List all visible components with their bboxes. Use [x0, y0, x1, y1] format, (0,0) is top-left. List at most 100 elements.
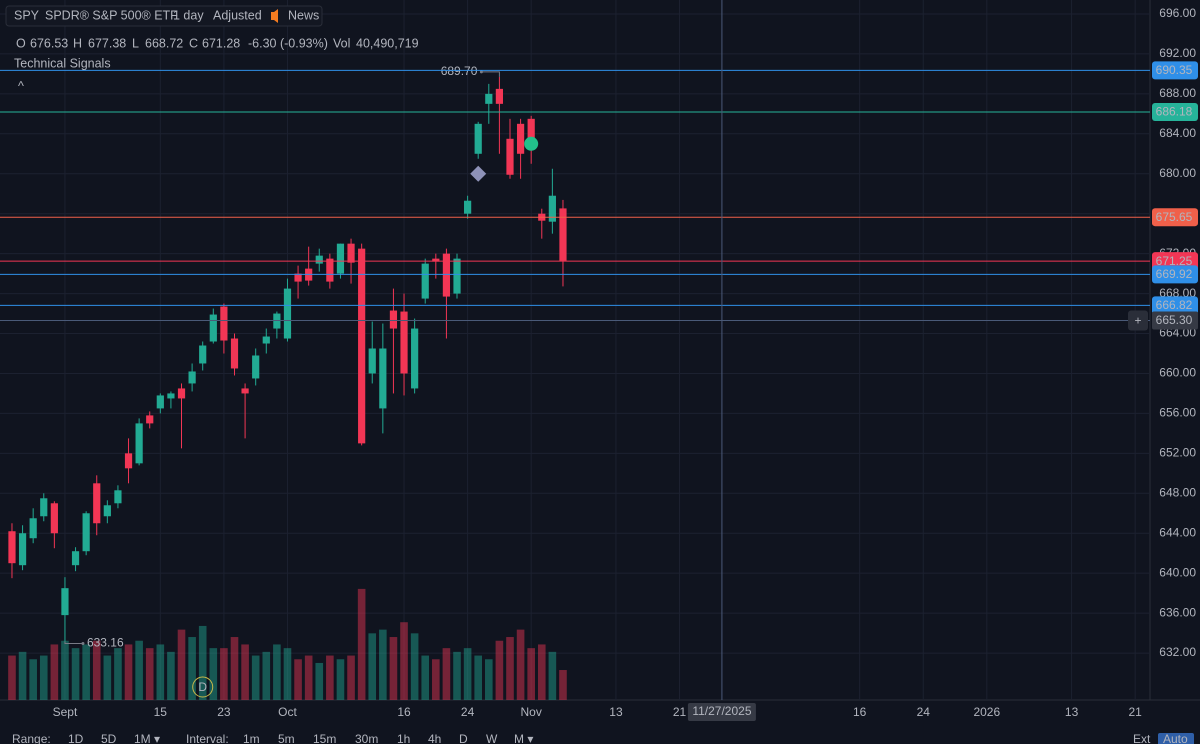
auto-bg	[1158, 733, 1194, 744]
news[interactable]: News	[288, 8, 319, 22]
range-button[interactable]: 5D	[101, 732, 117, 744]
volume-bar	[135, 640, 143, 700]
plus-button[interactable]: +	[1134, 314, 1141, 328]
interval-button[interactable]: D	[459, 732, 468, 744]
volume-bar	[453, 651, 461, 700]
y-tick-label: 652.00	[1159, 446, 1196, 460]
plus-bg	[1128, 310, 1148, 331]
candle-body	[188, 371, 196, 384]
candle-body	[358, 248, 366, 444]
candle-body	[516, 123, 525, 154]
volume-bar	[379, 629, 387, 700]
y-tick-label: 656.00	[1159, 406, 1196, 420]
collapse[interactable]: ^	[18, 79, 24, 93]
interval-button[interactable]: 4h	[428, 732, 441, 744]
auto-button[interactable]: Auto	[1163, 732, 1188, 744]
interval-button[interactable]: 1h	[397, 732, 410, 744]
annotation-label: 689.70	[441, 64, 478, 78]
ext-button[interactable]: Ext	[1133, 732, 1151, 744]
x-tick-label: 16	[397, 705, 411, 719]
interval-button[interactable]: M ▾	[514, 732, 533, 744]
dividend-label: D	[198, 680, 207, 694]
interval[interactable]: 1 day	[173, 8, 204, 22]
candle-body	[495, 88, 503, 104]
candle-body	[347, 243, 355, 263]
y-tick-label: 668.00	[1159, 286, 1196, 300]
range-button[interactable]: 1D	[68, 732, 84, 744]
interval-button[interactable]: W	[486, 732, 498, 744]
volume-bar	[368, 633, 377, 700]
price-label: 666.82	[1156, 298, 1193, 312]
volume-bar	[114, 648, 122, 700]
crosshair-y-label: 665.30	[1156, 313, 1193, 327]
volume-bar	[400, 622, 408, 700]
toolbar-bg	[0, 728, 1200, 744]
candle-body	[146, 415, 154, 424]
volume-bar	[315, 662, 324, 700]
candle-body	[400, 311, 408, 374]
price-label: 690.35	[1156, 63, 1193, 77]
volume-bar	[506, 637, 514, 700]
range-label: Range:	[12, 732, 51, 744]
y-tick-label: 640.00	[1159, 565, 1196, 579]
annotation-dot	[81, 641, 85, 645]
volume-bar	[442, 648, 451, 700]
toolbar: Range: 1D 5D 1M ▾ Interval: 1m 5m 15m 30…	[0, 728, 1200, 744]
interval-button[interactable]: 30m	[355, 732, 378, 744]
candle-body	[368, 348, 376, 374]
candle-body	[421, 263, 429, 299]
adjust[interactable]: Adjusted	[213, 8, 262, 22]
volume-bar	[18, 651, 27, 700]
axis-bg	[1150, 0, 1200, 728]
y-tick-label: 692.00	[1159, 46, 1196, 60]
crosshair-x-bg	[687, 703, 756, 721]
candle-body	[548, 195, 556, 222]
volume-bar	[188, 637, 196, 700]
interval-label: Interval:	[186, 732, 229, 744]
candle-body	[326, 258, 334, 282]
price-label-bg	[1152, 296, 1198, 315]
y-tick-label: 636.00	[1159, 605, 1196, 619]
candle-body	[389, 310, 398, 329]
price-label: 669.92	[1156, 267, 1193, 281]
volume-bar	[71, 648, 80, 700]
candle-body	[209, 314, 217, 342]
volume-bar	[167, 651, 175, 700]
low-label: L	[132, 36, 139, 50]
plot: 632.00 636.00 640.00 644.00 648.00 652.00 656.…	[0, 0, 1200, 728]
interval-button[interactable]: 5m	[278, 732, 295, 744]
candle-body	[252, 355, 260, 379]
price-label: 671.25	[1156, 254, 1193, 268]
signals-title[interactable]: Technical Signals	[14, 56, 111, 70]
candle-body	[220, 306, 228, 341]
interval-button[interactable]: 1m	[243, 732, 260, 744]
candle-body	[559, 208, 567, 261]
volume-bar	[39, 655, 48, 700]
interval-button[interactable]: 15m	[313, 732, 336, 744]
x-tick-label: 13	[609, 705, 623, 719]
candle-body	[485, 93, 493, 104]
security-name: SPDR® S&P 500® ETF	[45, 8, 178, 22]
volume-bar	[273, 644, 281, 700]
symbol[interactable]: SPY	[14, 8, 40, 22]
x-tick-label: Oct	[278, 705, 297, 719]
volume-bar	[389, 637, 398, 700]
x-tick-label: 16	[853, 705, 867, 719]
x-tick-label: 24	[917, 705, 931, 719]
crosshair-y-bg	[1152, 311, 1198, 330]
candle-body	[262, 336, 270, 344]
volume-bar	[156, 644, 165, 700]
header: SPY SPDR® S&P 500® ETF 1 day Adjusted Ne…	[5, 5, 419, 93]
candle-body	[167, 393, 175, 399]
x-tick-label: 23	[217, 705, 231, 719]
candle-body	[82, 513, 90, 552]
volume-bar	[485, 659, 493, 700]
volume-bar	[537, 644, 546, 700]
crosshair-x-label: 11/27/2025	[692, 704, 751, 718]
volume-bar	[527, 648, 535, 700]
candle-body	[474, 123, 482, 154]
range-button[interactable]: 1M ▾	[134, 732, 160, 744]
candle-body	[464, 200, 472, 214]
dividend-marker	[192, 676, 214, 698]
candle-body	[71, 551, 80, 566]
